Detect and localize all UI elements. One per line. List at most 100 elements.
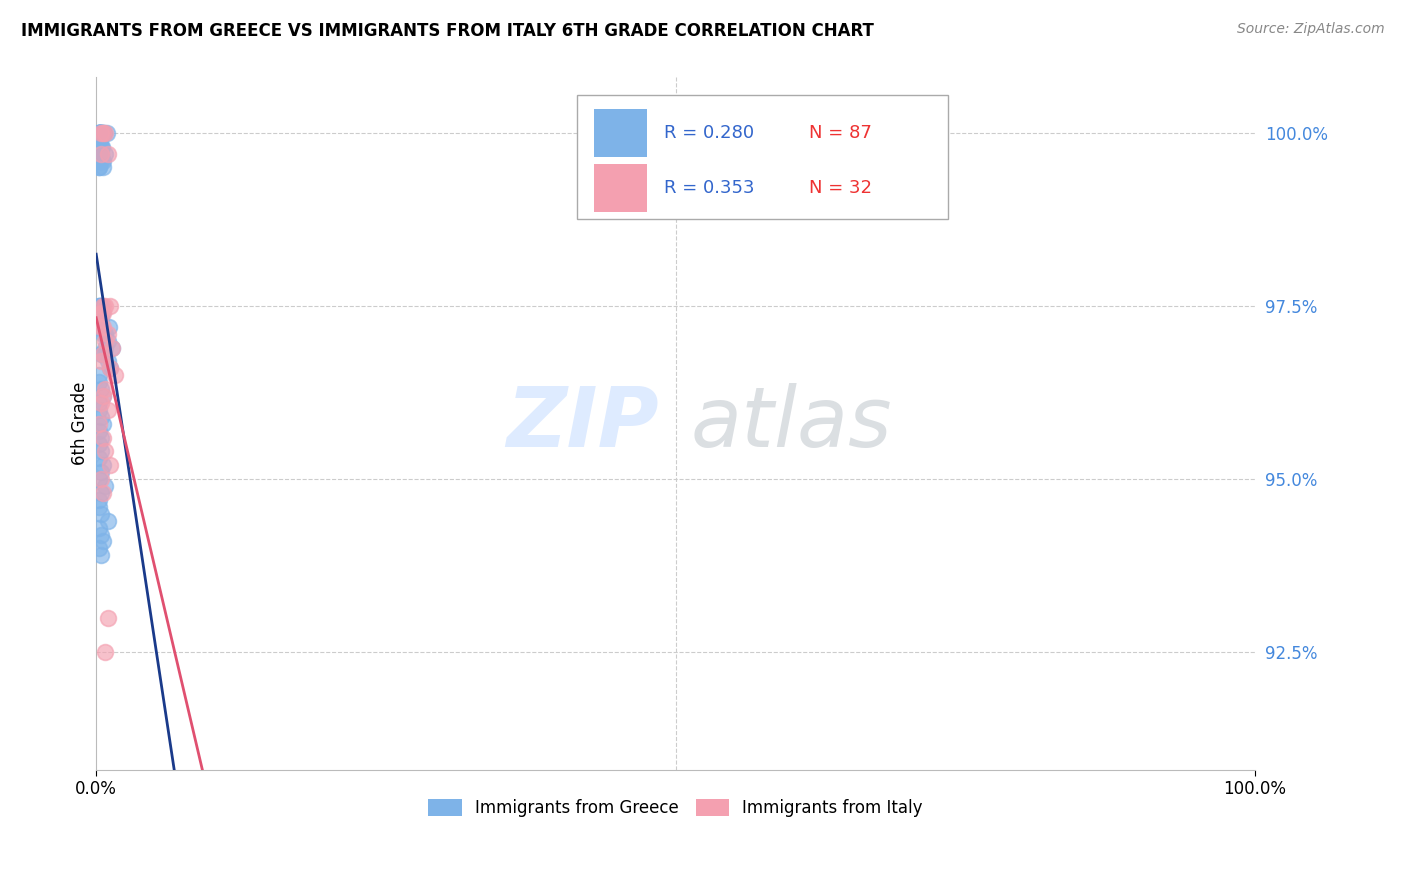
Point xyxy=(90,306,112,320)
Point xyxy=(90,126,112,140)
Point xyxy=(87,313,110,327)
Point xyxy=(87,375,110,389)
Point xyxy=(90,347,112,361)
Point xyxy=(89,139,111,153)
Point xyxy=(87,126,110,140)
Point xyxy=(90,139,112,153)
Point xyxy=(87,153,110,168)
Point xyxy=(90,126,112,140)
Point xyxy=(87,126,110,140)
Point xyxy=(87,139,110,153)
FancyBboxPatch shape xyxy=(595,109,647,157)
Point xyxy=(91,126,114,140)
Point xyxy=(87,313,110,327)
Point xyxy=(90,527,112,541)
Point xyxy=(91,126,114,140)
Point xyxy=(87,299,110,313)
Point xyxy=(94,146,117,161)
Point xyxy=(91,153,114,168)
Point xyxy=(91,431,114,445)
Text: N = 32: N = 32 xyxy=(808,179,872,197)
Text: ZIP: ZIP xyxy=(506,384,659,464)
Point xyxy=(91,389,114,403)
Point xyxy=(90,126,112,140)
Point xyxy=(98,361,121,376)
Point xyxy=(87,472,110,486)
Point xyxy=(97,319,120,334)
Point xyxy=(90,396,112,410)
Point xyxy=(90,486,112,500)
Point xyxy=(90,354,112,368)
Point xyxy=(97,334,120,348)
Point xyxy=(90,126,112,140)
Point xyxy=(89,299,111,313)
FancyBboxPatch shape xyxy=(576,95,948,219)
Text: N = 87: N = 87 xyxy=(808,124,872,142)
Point xyxy=(87,146,110,161)
Point xyxy=(97,354,120,368)
Text: IMMIGRANTS FROM GREECE VS IMMIGRANTS FROM ITALY 6TH GRADE CORRELATION CHART: IMMIGRANTS FROM GREECE VS IMMIGRANTS FRO… xyxy=(21,22,875,40)
Point xyxy=(87,161,110,175)
Point xyxy=(87,126,110,140)
Point xyxy=(90,472,112,486)
Point xyxy=(90,139,112,153)
Point xyxy=(90,507,112,521)
Point xyxy=(91,417,114,431)
Point xyxy=(90,146,112,161)
Point xyxy=(87,402,110,417)
Point xyxy=(90,153,112,168)
Point xyxy=(90,409,112,424)
Point xyxy=(91,161,114,175)
Point xyxy=(87,126,110,140)
Point xyxy=(87,541,110,556)
Point xyxy=(90,313,112,327)
Point xyxy=(94,479,117,493)
Point xyxy=(90,299,112,313)
Point xyxy=(87,451,110,466)
Point xyxy=(90,306,112,320)
Point xyxy=(87,319,110,334)
FancyBboxPatch shape xyxy=(595,164,647,212)
Point xyxy=(91,458,114,473)
Point xyxy=(90,382,112,396)
Point xyxy=(97,514,120,528)
Point xyxy=(91,534,114,549)
Point xyxy=(89,153,111,168)
Point xyxy=(94,645,117,659)
Point xyxy=(87,126,110,140)
Point xyxy=(87,417,110,431)
Legend: Immigrants from Greece, Immigrants from Italy: Immigrants from Greece, Immigrants from … xyxy=(422,792,929,824)
Point xyxy=(94,126,117,140)
Point xyxy=(98,458,121,473)
Point xyxy=(87,146,110,161)
Point xyxy=(93,126,115,140)
Point xyxy=(89,139,111,153)
Point xyxy=(87,139,110,153)
Y-axis label: 6th Grade: 6th Grade xyxy=(72,382,89,466)
Point xyxy=(87,126,110,140)
Text: atlas: atlas xyxy=(690,384,893,464)
Point xyxy=(91,319,114,334)
Point xyxy=(91,347,114,361)
Point xyxy=(94,299,117,313)
Point xyxy=(87,126,110,140)
Point xyxy=(94,444,117,458)
Point xyxy=(97,326,120,341)
Point xyxy=(87,424,110,438)
Point xyxy=(91,126,114,140)
Point xyxy=(91,326,114,341)
Point xyxy=(87,299,110,313)
Point xyxy=(90,465,112,479)
Point xyxy=(98,299,121,313)
Point xyxy=(98,361,121,376)
Point xyxy=(87,368,110,383)
Point xyxy=(90,444,112,458)
Point xyxy=(89,126,111,140)
Point xyxy=(87,492,110,507)
Point xyxy=(94,341,117,355)
Point xyxy=(91,306,114,320)
Point xyxy=(94,382,117,396)
Point xyxy=(96,126,118,140)
Point xyxy=(90,126,112,140)
Point xyxy=(90,549,112,563)
